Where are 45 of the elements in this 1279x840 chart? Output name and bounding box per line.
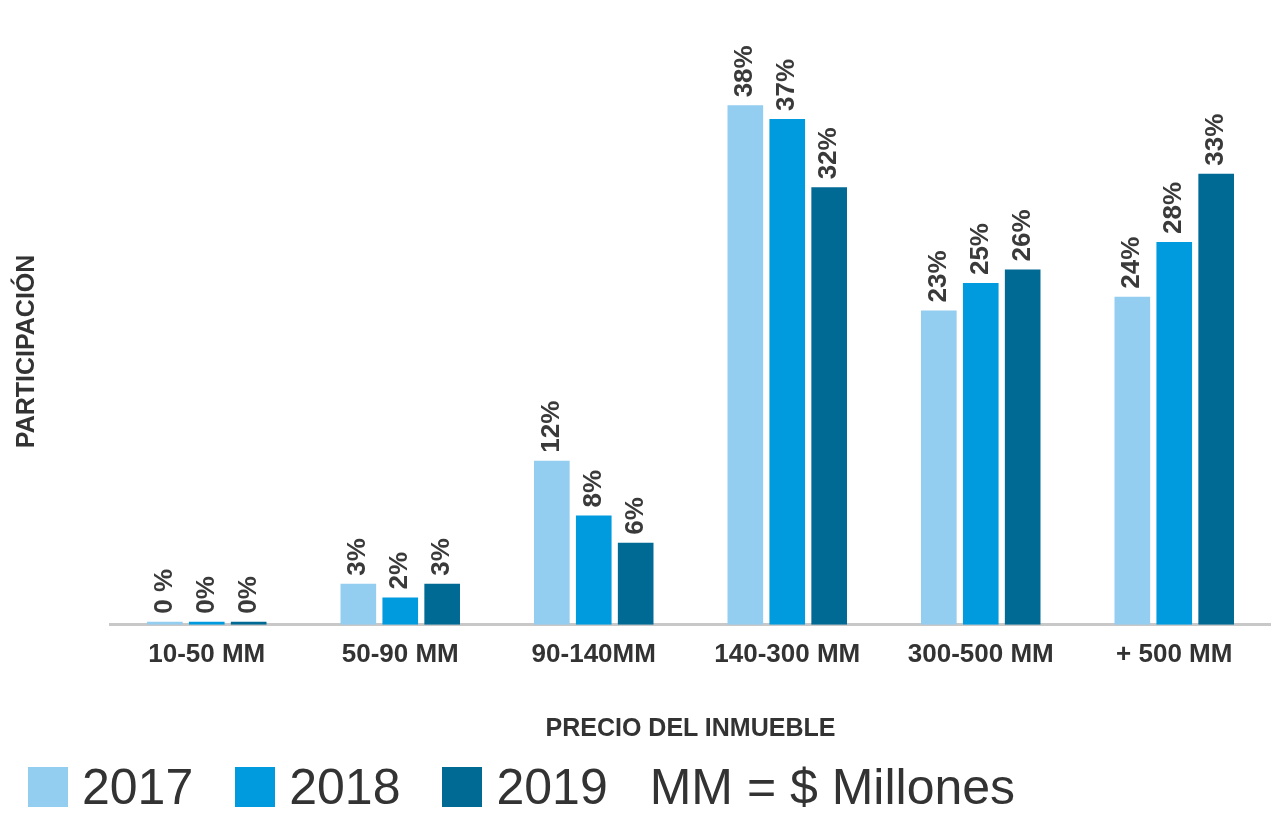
data-label: 37% — [770, 58, 801, 112]
bar — [727, 105, 764, 625]
x-tick-label: 90-140MM — [531, 637, 656, 668]
bar — [575, 515, 612, 625]
bar — [382, 597, 419, 625]
data-label: 32% — [812, 127, 843, 180]
data-label: 25% — [963, 223, 994, 276]
data-label: 24% — [1115, 236, 1146, 289]
data-label: 0% — [189, 576, 220, 614]
data-label: 12% — [535, 400, 565, 453]
data-label: 2% — [383, 551, 414, 590]
bar — [1156, 242, 1193, 625]
bar — [1198, 173, 1234, 625]
data-label: 6% — [618, 497, 649, 535]
bar — [617, 542, 654, 625]
x-tick-label: 50-90 MM — [341, 637, 459, 668]
x-tick-label: + 500 MM — [1116, 637, 1233, 668]
bar — [424, 583, 460, 625]
legend-label: 2018 — [289, 758, 401, 816]
bar — [340, 583, 377, 625]
data-label: 23% — [922, 250, 952, 303]
bar — [962, 283, 999, 625]
data-label: 3% — [341, 538, 372, 576]
data-label: 38% — [728, 45, 759, 98]
bar — [811, 187, 847, 625]
data-label: 8% — [576, 469, 607, 508]
bar — [1114, 296, 1151, 625]
x-tick-label: 10-50 MM — [148, 637, 266, 668]
text: MM = $ Millones — [649, 758, 1016, 816]
legend-label: 2017 — [82, 758, 194, 816]
bar — [769, 119, 806, 625]
data-label: 26% — [1005, 209, 1036, 262]
data-label: 0 % — [148, 568, 178, 614]
legend-label: 2019 — [496, 758, 608, 816]
bar — [921, 310, 957, 625]
data-label: 33% — [1199, 113, 1230, 166]
bar — [534, 460, 570, 625]
data-label: 28% — [1157, 181, 1188, 235]
x-tick-label: 140-300 MM — [714, 637, 861, 668]
data-label: 3% — [425, 538, 456, 576]
y-axis-title: PARTICIPACIÓN — [9, 254, 39, 449]
data-label: 0% — [231, 576, 262, 614]
x-tick-label: 300-500 MM — [907, 637, 1054, 668]
bar — [1004, 269, 1041, 625]
x-axis-title: PRECIO DEL INMUEBLE — [545, 712, 836, 741]
